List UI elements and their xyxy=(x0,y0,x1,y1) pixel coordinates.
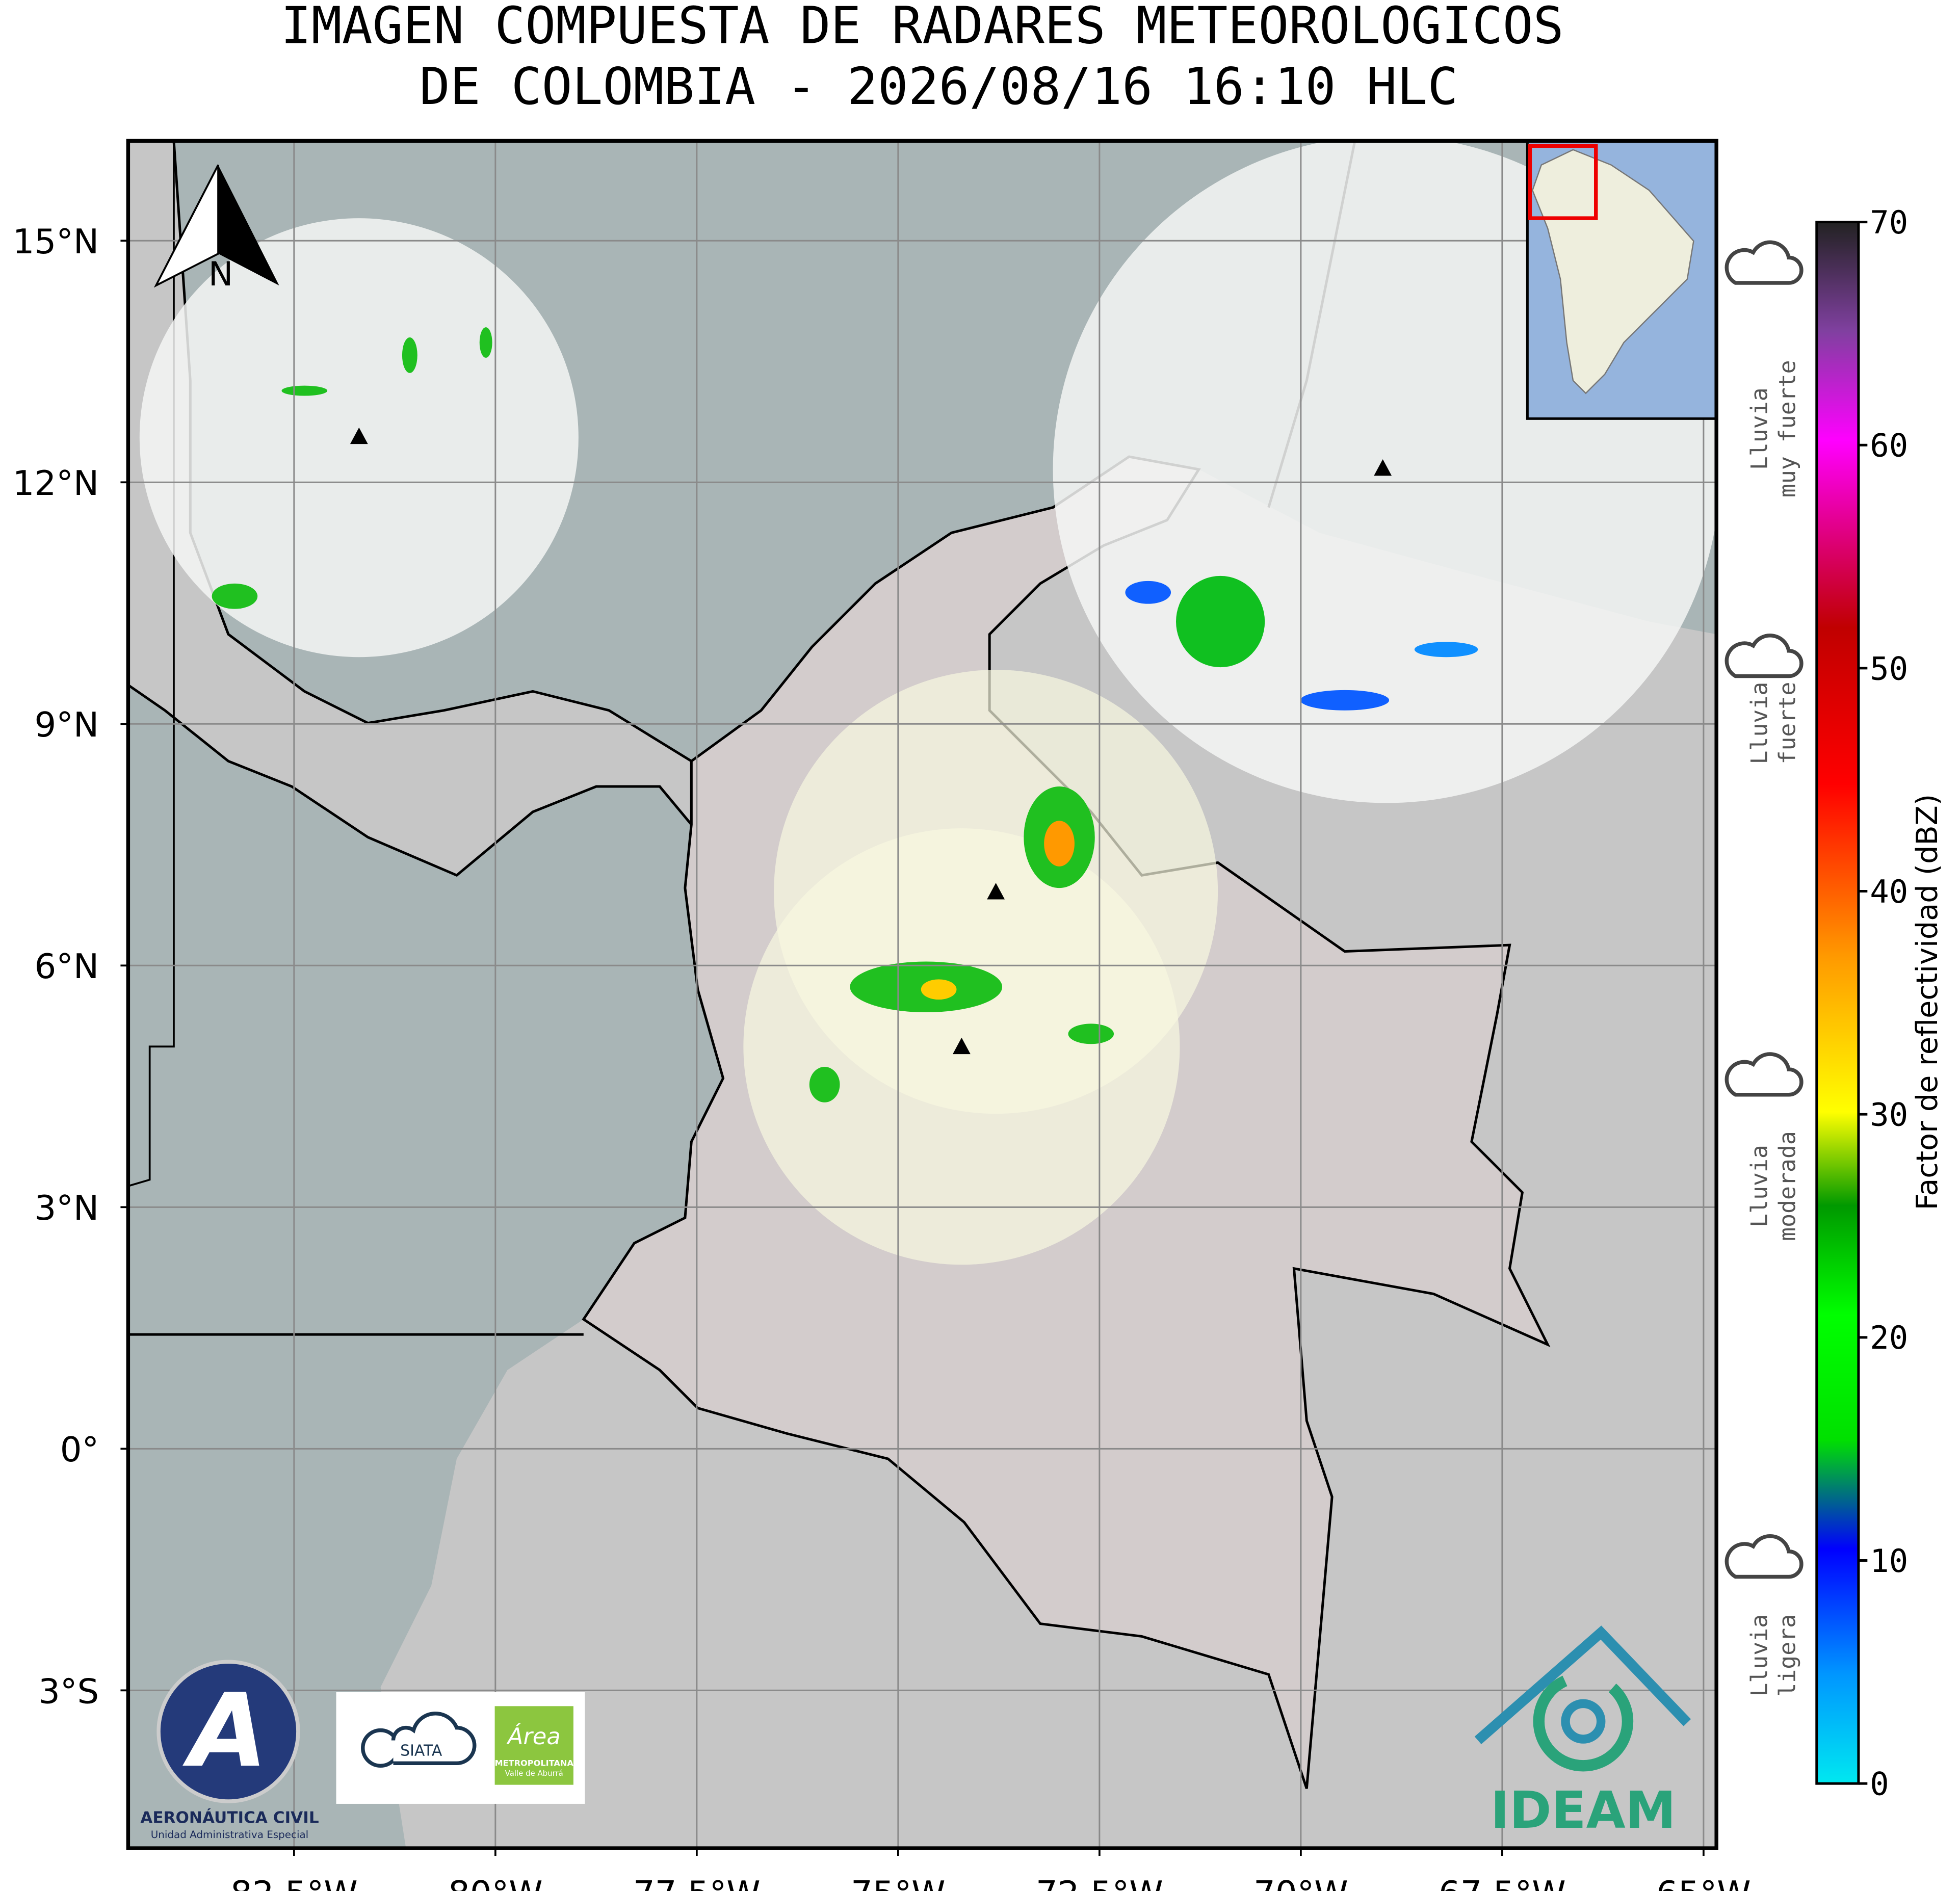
radar-site xyxy=(1374,459,1392,476)
x-tick-label: 72.5°W xyxy=(1036,1874,1163,1891)
echo xyxy=(402,337,417,373)
legend-label: Lluvia xyxy=(1746,1145,1773,1227)
logo-text: AERONÁUTICA CIVIL xyxy=(140,1807,319,1827)
logo-text: METROPOLITANA xyxy=(494,1758,573,1768)
legend-label: fuerte xyxy=(1773,682,1800,765)
colorbar-tick-label: 0 xyxy=(1870,1766,1889,1803)
legend-item: Lluvia moderada xyxy=(1724,1052,1804,1241)
legend-label: Lluvia xyxy=(1746,1614,1773,1697)
logo-text: Área xyxy=(506,1723,561,1750)
echo xyxy=(809,1067,840,1102)
logos: A AERONÁUTICA CIVIL Unidad Administrativ… xyxy=(140,1625,1691,1841)
inset-map xyxy=(1526,141,1717,420)
radar-site xyxy=(987,883,1005,900)
aerocivil-mark: A xyxy=(182,1671,268,1790)
inset-frame xyxy=(1528,144,1598,220)
echo xyxy=(281,385,328,396)
colorbar-tick-label: 70 xyxy=(1870,204,1908,241)
colorbar-tick-label: 30 xyxy=(1870,1096,1908,1134)
siata-cloud xyxy=(391,1712,477,1766)
ideam-roof xyxy=(1474,1625,1691,1745)
logo-text: Unidad Administrativa Especial xyxy=(151,1829,308,1841)
radar-site xyxy=(350,427,368,444)
colorbar xyxy=(1815,221,1860,1785)
y-tick-label: 15°N xyxy=(13,222,99,261)
y-tick-label: 3°N xyxy=(35,1188,99,1228)
echo xyxy=(1044,821,1075,866)
y-tick-label: 9°N xyxy=(35,705,99,745)
colorbar-tick-label: 40 xyxy=(1870,873,1908,910)
y-tick-label: 3°S xyxy=(38,1671,99,1711)
x-tick-label: 67.5°W xyxy=(1439,1874,1566,1891)
radar-echoes xyxy=(212,327,1478,1102)
colorbar-tick-label: 60 xyxy=(1870,427,1908,464)
logo-text: SIATA xyxy=(400,1742,442,1759)
legend-label: Lluvia xyxy=(1746,682,1773,765)
logo-text: Valle de Aburrá xyxy=(505,1769,563,1778)
map-frame xyxy=(126,139,1718,1850)
echo xyxy=(1300,690,1390,711)
map-area: N A AERONÁUTICA CIVIL Unidad Administrat… xyxy=(128,141,1717,1849)
echo xyxy=(1414,642,1478,658)
x-tick-label: 77.5°W xyxy=(633,1874,761,1891)
x-tick-label: 70°W xyxy=(1253,1874,1348,1891)
north-label: N xyxy=(208,255,233,294)
aerocivil-logo xyxy=(156,1660,300,1803)
echo xyxy=(921,979,957,1000)
legend-label: moderada xyxy=(1773,1131,1800,1241)
radar-site xyxy=(952,1037,971,1055)
legend-item: Lluvia muy fuerte xyxy=(1724,240,1804,497)
ideam-swirl xyxy=(1533,1671,1634,1772)
weather-icon xyxy=(1724,1052,1804,1097)
title: IMAGEN COMPUESTA DE RADARES METEOROLOGIC… xyxy=(281,0,1564,56)
echo xyxy=(1068,1023,1114,1044)
echo xyxy=(212,583,258,609)
y-tick-label: 6°N xyxy=(35,947,99,986)
weather-icon xyxy=(1724,240,1804,285)
legend-item: Lluvia fuerte xyxy=(1724,634,1804,765)
area-logo xyxy=(494,1706,573,1785)
colorbar-tick-label: 10 xyxy=(1870,1542,1908,1580)
echo xyxy=(1125,581,1171,604)
legend-item: Lluvia ligera xyxy=(1724,1534,1804,1697)
title: DE COLOMBIA - 2026/08/16 16:10 HLC xyxy=(420,58,1458,116)
logo-text: IDEAM xyxy=(1491,1781,1676,1840)
legend-label: ligera xyxy=(1773,1614,1800,1697)
colorbar-tick-label: 50 xyxy=(1870,650,1908,687)
legend-label: Lluvia xyxy=(1746,387,1773,470)
echo xyxy=(479,327,492,358)
y-tick-label: 12°N xyxy=(13,463,99,503)
legend-label: muy fuerte xyxy=(1773,360,1800,497)
colorbar-label: Factor de reflectividad (dBZ) xyxy=(1911,794,1944,1211)
inset-continent xyxy=(1531,149,1694,395)
x-tick-label: 80°W xyxy=(448,1874,543,1891)
echo xyxy=(1176,575,1265,668)
weather-icon xyxy=(1724,634,1804,678)
border-line xyxy=(128,141,175,1187)
x-tick-label: 82.5°W xyxy=(230,1874,358,1891)
ideam-swirl xyxy=(1561,1699,1606,1744)
radar-sites xyxy=(350,427,1392,1055)
x-tick-label: 75°W xyxy=(851,1874,946,1891)
y-tick-label: 0° xyxy=(60,1430,99,1469)
x-tick-label: 65°W xyxy=(1656,1874,1751,1891)
weather-icon xyxy=(1724,1534,1804,1579)
grid xyxy=(128,141,1717,1849)
colorbar-tick-label: 20 xyxy=(1870,1319,1908,1356)
